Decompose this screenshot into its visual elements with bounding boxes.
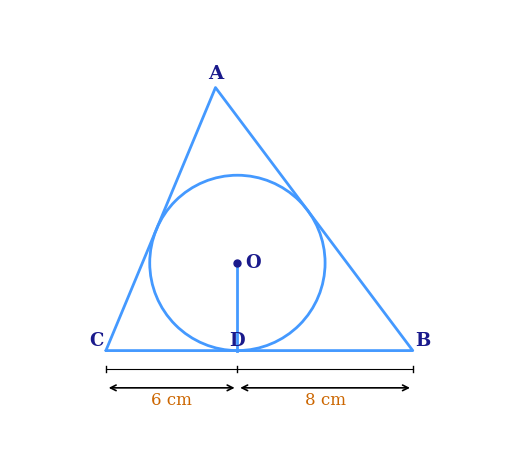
Text: 6 cm: 6 cm bbox=[151, 391, 192, 408]
Text: D: D bbox=[229, 332, 245, 350]
Text: B: B bbox=[414, 332, 429, 350]
Text: C: C bbox=[89, 332, 104, 350]
Text: O: O bbox=[244, 253, 260, 271]
Text: A: A bbox=[208, 65, 223, 83]
Text: 8 cm: 8 cm bbox=[304, 391, 345, 408]
